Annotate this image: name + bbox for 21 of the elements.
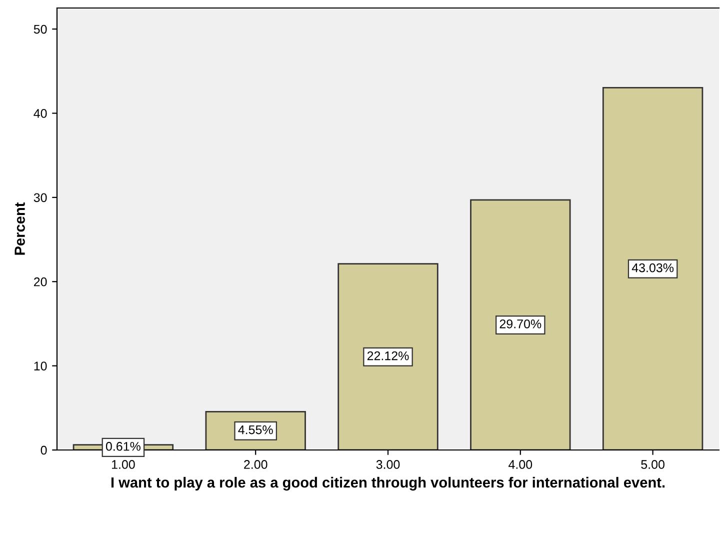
data-label: 4.55%	[238, 425, 273, 434]
bar	[338, 263, 438, 450]
bar	[470, 199, 571, 450]
x-tick-label: 2.00	[244, 460, 268, 469]
data-label: 43.03%	[632, 263, 674, 272]
y-tick-label: 20	[34, 277, 47, 286]
y-tick-label: 50	[34, 24, 47, 34]
y-tick-label: 40	[34, 109, 47, 118]
x-tick-label: 4.00	[508, 460, 532, 469]
x-tick-label: 3.00	[376, 460, 400, 469]
data-label: 0.61%	[106, 442, 140, 451]
data-label: 29.70%	[500, 319, 542, 328]
x-axis-title: I want to play a role as a good citizen through volunteers for international event.	[111, 476, 665, 491]
data-label: 22.12%	[367, 351, 409, 360]
y-tick-label: 0	[40, 446, 47, 455]
y-axis-title: Percent	[14, 202, 25, 255]
x-tick-label: 5.00	[641, 460, 664, 469]
y-tick-label: 10	[34, 362, 47, 370]
y-tick-label: 30	[34, 193, 47, 202]
bar	[602, 87, 704, 450]
x-tick-label: 1.00	[112, 460, 135, 469]
